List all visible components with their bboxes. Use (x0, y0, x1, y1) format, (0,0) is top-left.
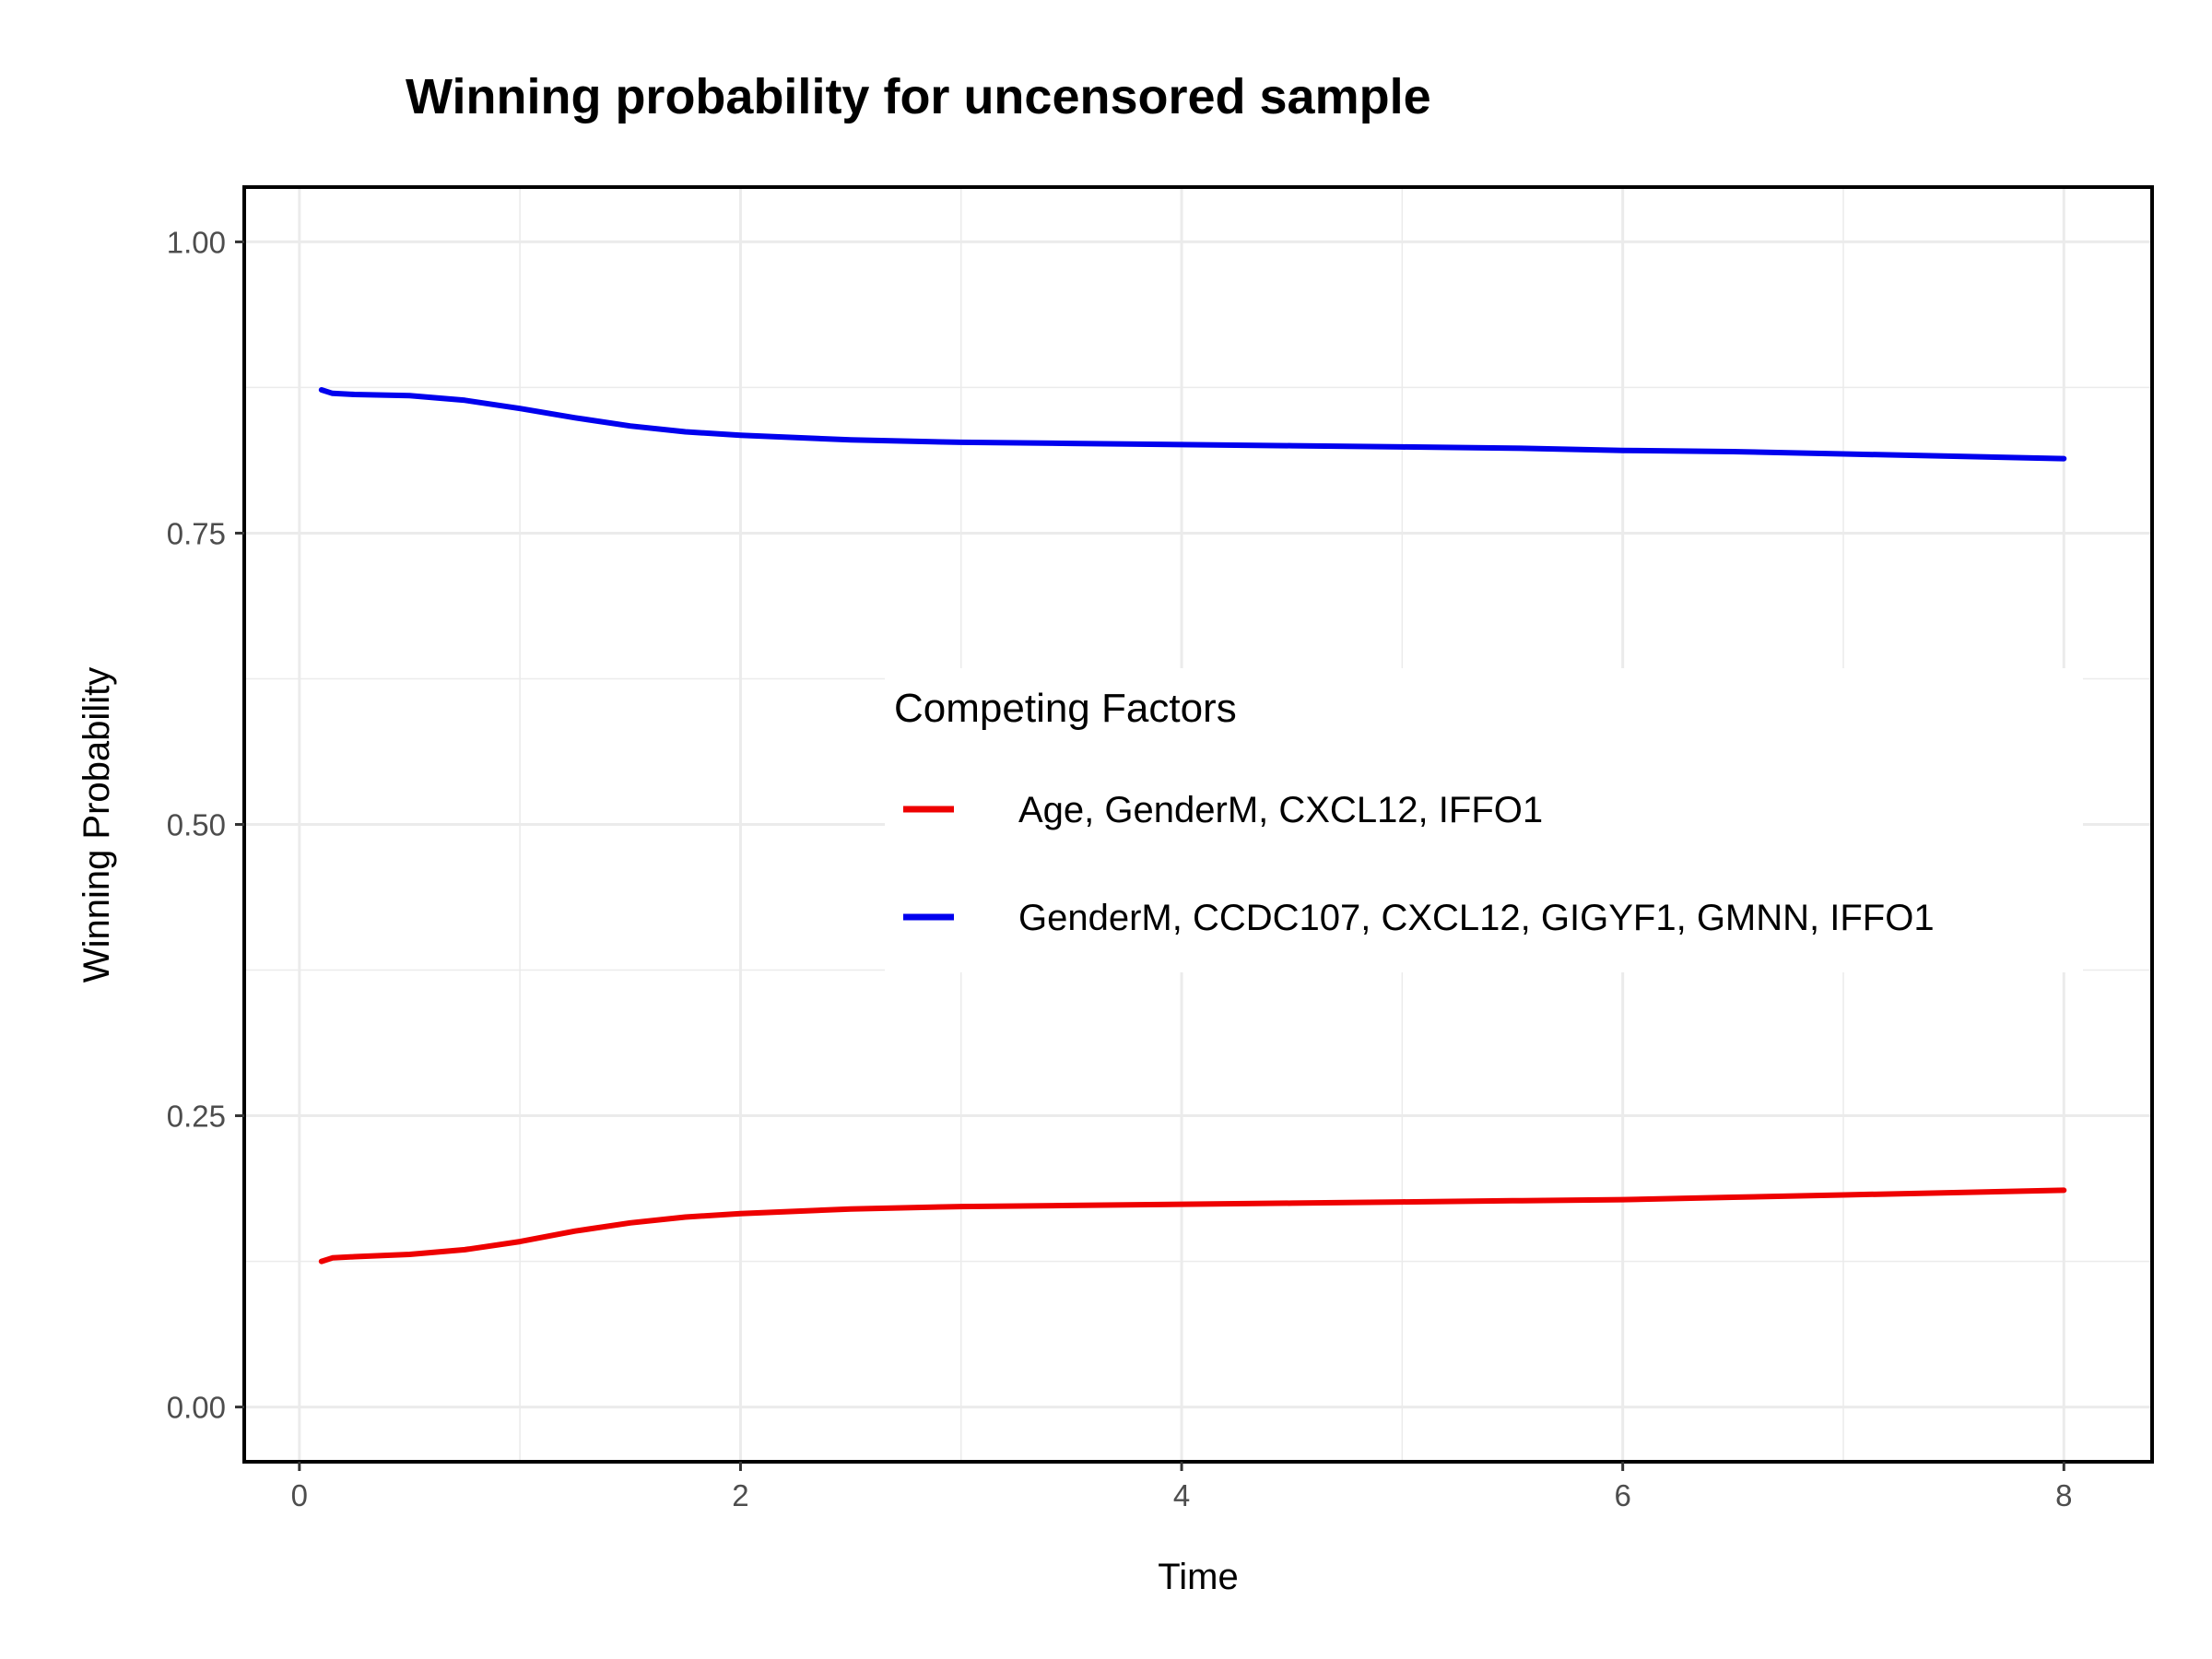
y-tick-label: 0.25 (167, 1100, 226, 1134)
y-tick-label: 0.50 (167, 808, 226, 842)
x-tick-label: 6 (1614, 1478, 1630, 1512)
legend-items: Age, GenderM, CXCL12, IFFO1 GenderM, CCDC… (903, 790, 1935, 938)
legend-label-1: Age, GenderM, CXCL12, IFFO1 (1018, 790, 1543, 830)
x-tick-label: 2 (732, 1478, 748, 1512)
chart-title: Winning probability for uncensored sampl… (406, 69, 1431, 124)
y-tick-label: 0.75 (167, 516, 226, 550)
legend: Competing Factors Age, GenderM, CXCL12, … (885, 668, 2083, 972)
y-tick-label: 1.00 (167, 225, 226, 259)
x-axis: 0 2 4 6 8 (291, 1462, 2072, 1512)
x-tick-label: 4 (1173, 1478, 1190, 1512)
x-tick-label: 8 (2055, 1478, 2072, 1512)
y-axis: 0.00 0.25 0.50 0.75 1.00 (167, 225, 244, 1425)
series-line-1 (318, 1187, 2067, 1265)
legend-title: Competing Factors (894, 686, 1237, 731)
legend-label-2: GenderM, CCDC107, CXCL12, GIGYF1, GMNN, … (1018, 898, 1935, 938)
y-tick-label: 0.00 (167, 1391, 226, 1425)
y-axis-title: Winning Probability (76, 667, 117, 982)
x-axis-title: Time (1158, 1557, 1238, 1597)
legend-background (885, 668, 2083, 972)
series-lines (318, 387, 2067, 1265)
x-tick-label: 0 (291, 1478, 308, 1512)
series-line-2 (318, 387, 2067, 462)
